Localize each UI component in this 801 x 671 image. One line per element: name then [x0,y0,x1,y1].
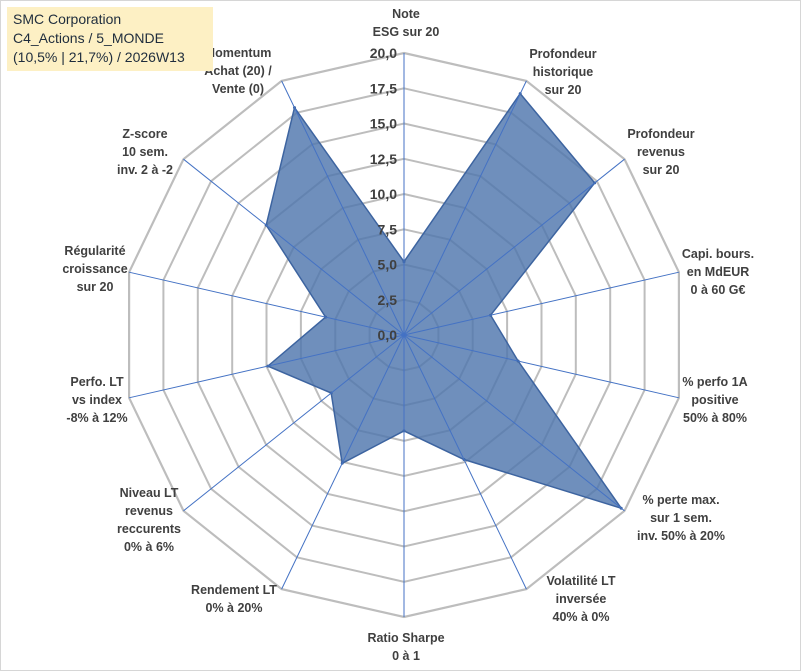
category-label-line: Momentum [205,46,272,60]
category-label-line: Volatilité LT [547,574,616,588]
category-label-line: 0% à 6% [124,540,174,554]
category-label-line: historique [533,65,593,79]
category-label-line: Perfo. LT [70,375,124,389]
spoke-line [403,80,527,336]
category-label-line: 10 sem. [122,145,168,159]
spoke-line [183,158,405,336]
category-label-line: inv. 50% à 20% [637,529,725,543]
category-label-line: en MdEUR [687,265,750,279]
category-label: Momentum Achat (20) / Vente (0) [204,46,272,96]
chart-title-group: C4_Actions / 5_MONDE [13,30,164,46]
category-label: % perte max. sur 1 sem. inv. 50% à 20% [637,493,725,543]
series-area [265,92,624,510]
radar-series [264,92,624,510]
spoke-line [403,158,625,336]
spoke-line [403,334,625,512]
category-label-line: revenus [125,504,173,518]
spoke-line [128,334,405,399]
spoke-line [128,271,405,336]
category-label: % perfo 1A positive 50% à 80% [682,375,747,425]
category-label-line: Niveau LT [120,486,179,500]
category-label-line: Vente (0) [212,82,264,96]
category-label-line: 50% à 80% [683,411,747,425]
category-label-line: 0% à 20% [206,601,263,615]
category-label-line: reccurents [117,522,181,536]
category-label-line: inversée [556,592,607,606]
category-label: Note ESG sur 20 [373,7,440,39]
category-label: Profondeur historique sur 20 [529,47,596,97]
radar-category-labels: Note ESG sur 20 Profondeur historique sur 20… [62,7,754,663]
category-label: Z-score 10 sem. inv. 2 à -2 [117,127,173,177]
category-label: Capi. bours. en MdEUR 0 à 60 G€ [682,247,754,297]
category-label-line: ESG sur 20 [373,25,440,39]
tick-label: 5,0 [378,257,398,273]
category-label: Régularité croissance sur 20 [62,244,127,294]
category-label-line: % perfo 1A [682,375,747,389]
category-label-line: croissance [62,262,127,276]
category-label-line: -8% à 12% [66,411,127,425]
tick-label: 2,5 [378,292,398,308]
category-label-line: Ratio Sharpe [367,631,444,645]
category-label: Profondeur revenus sur 20 [627,127,694,177]
category-label-line: sur 20 [77,280,114,294]
spoke-line [403,334,680,399]
tick-label: 17,5 [370,80,397,96]
category-label-line: Profondeur [627,127,694,141]
spoke-line [183,334,405,512]
radar-spokes [128,53,680,617]
category-label-line: vs index [72,393,122,407]
category-label: Perfo. LT vs index -8% à 12% [66,375,127,425]
category-label-line: Z-score [122,127,167,141]
category-label-line: 0 à 60 G€ [691,283,746,297]
category-label-line: positive [691,393,738,407]
category-label-line: Capi. bours. [682,247,754,261]
spoke-line [281,80,405,336]
tick-label: 20,0 [370,45,397,61]
category-label-line: % perte max. [642,493,719,507]
chart-title-company: SMC Corporation [13,11,122,27]
category-label-line: Rendement LT [191,583,277,597]
tick-label: 0,0 [378,327,398,343]
category-label: Niveau LT revenus reccurents 0% à 6% [117,486,181,554]
category-label-line: sur 20 [545,83,582,97]
category-label-line: Profondeur [529,47,596,61]
spoke-line [281,334,405,590]
tick-label: 7,5 [378,221,398,237]
chart-title-stats: (10,5% | 21,7%) / 2026W13 [13,49,185,65]
spoke-line [403,271,680,336]
category-label-line: Achat (20) / [204,64,272,78]
category-label-line: Régularité [64,244,125,258]
category-label: Volatilité LT inversée 40% à 0% [547,574,616,624]
tick-label: 10,0 [370,186,397,202]
chart-title-box: SMC Corporation C4_Actions / 5_MONDE (10… [7,7,213,71]
category-label-line: revenus [637,145,685,159]
category-label-line: sur 20 [643,163,680,177]
category-label: Ratio Sharpe 0 à 1 [367,631,444,663]
category-label-line: sur 1 sem. [650,511,712,525]
category-label-line: Note [392,7,420,21]
tick-label: 15,0 [370,116,397,132]
category-label-line: inv. 2 à -2 [117,163,173,177]
radar-tick-labels: 0,0 2,5 5,0 7,5 10,0 12,5 15,0 17,5 20,0 [370,45,397,343]
category-label: Rendement LT 0% à 20% [191,583,277,615]
category-label-line: 0 à 1 [392,649,420,663]
spoke-line [403,334,527,590]
tick-label: 12,5 [370,151,397,167]
category-label-line: 40% à 0% [553,610,610,624]
